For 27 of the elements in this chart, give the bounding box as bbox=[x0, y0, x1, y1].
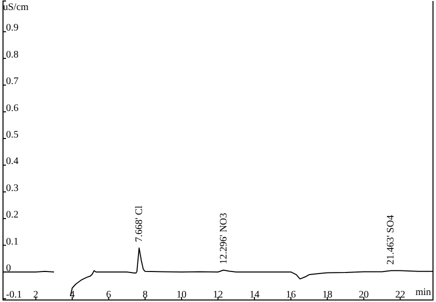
x-tick-label: 10 bbox=[176, 290, 187, 300]
x-tick-label: 14 bbox=[249, 290, 260, 300]
y-tick-label: 0.2 bbox=[6, 210, 18, 221]
x-tick-label: 22 bbox=[395, 290, 406, 300]
annotation: 7.668' Cl bbox=[134, 205, 146, 242]
y-tick-label: 0.3 bbox=[6, 182, 18, 194]
annotation: 21.463' SO4 bbox=[385, 215, 396, 265]
x-tick-label: 8 bbox=[142, 290, 148, 300]
x-tick-label: 16 bbox=[286, 290, 296, 300]
y-tick-label: 0.4 bbox=[6, 156, 18, 168]
y-tick-label: 0.1 bbox=[6, 236, 18, 248]
x-tick-label: 12 bbox=[213, 290, 223, 300]
y-tick-label: 0.8 bbox=[6, 49, 18, 60]
x-tick-label: 4 bbox=[70, 290, 75, 300]
y-tick-label: 0.7 bbox=[6, 76, 18, 88]
x-axis-title: min bbox=[415, 287, 431, 298]
x-tick-label: 20 bbox=[358, 290, 369, 300]
y-tick-label: 0.5 bbox=[6, 129, 18, 140]
x-tick-label: 2 bbox=[33, 290, 38, 300]
y-tick-label: 0 bbox=[6, 262, 11, 274]
y-tick-label: 0.9 bbox=[6, 22, 18, 34]
y-tick-label: -0.1 bbox=[6, 290, 22, 301]
y-tick-label: 0.6 bbox=[6, 102, 18, 114]
y-axis-title: uS/cm bbox=[3, 2, 29, 13]
annotation: 12.296' NO3 bbox=[218, 212, 230, 264]
x-tick-label: 18 bbox=[322, 290, 332, 300]
x-tick-label: 6 bbox=[106, 290, 112, 300]
